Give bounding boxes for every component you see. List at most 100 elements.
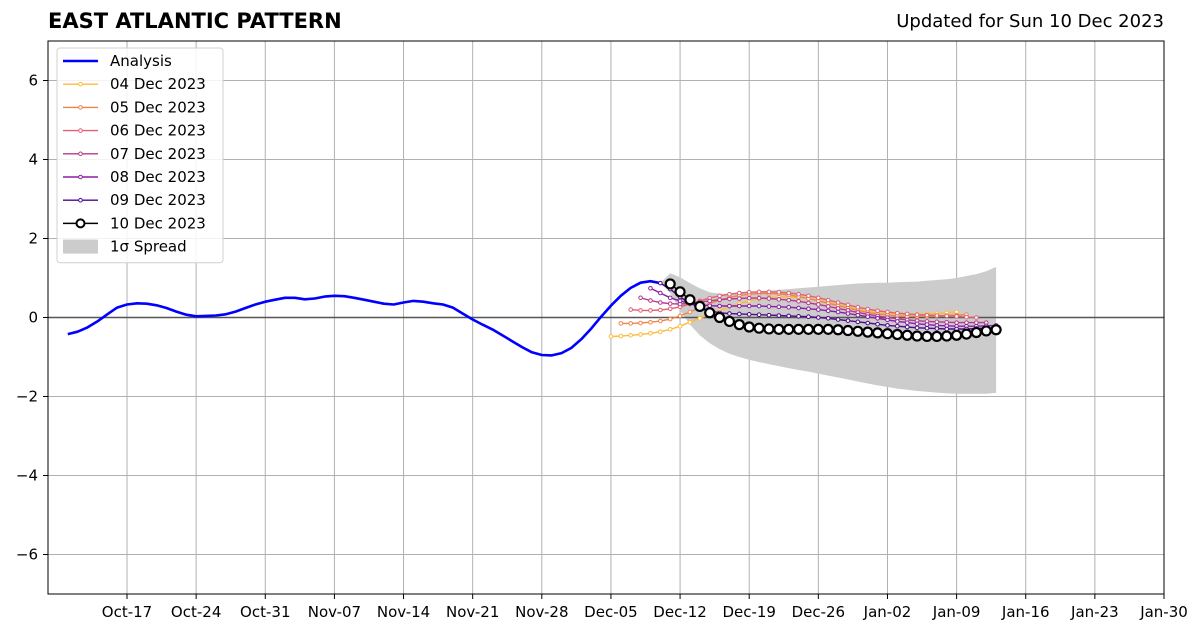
current-forecast-point [970,326,982,339]
forecast-point [885,323,890,328]
y-tick-label: −4 [16,467,38,485]
forecast-point [628,307,633,312]
forecast-point [924,312,930,318]
forecast-point [638,320,643,326]
forecast-point [816,307,821,312]
x-tick-label: Oct-24 [171,603,221,621]
axes: Oct-17 Oct-24 Oct-31 Nov-07 Nov-14 Nov-21 Nov-… [16,72,1188,622]
forecast-point [766,304,772,309]
current-forecast-point [684,294,696,306]
forecast-point [806,306,811,312]
current-forecast-point [704,307,716,319]
legend-label: 07 Dec 2023 [110,145,206,163]
forecast-point [746,303,752,309]
current-forecast-point [871,327,884,339]
current-forecast-point [911,330,923,342]
current-forecast-point [733,319,745,331]
forecast-point [865,314,871,320]
forecast-point [875,315,880,321]
forecast-point [658,290,663,296]
forecast-point [855,312,861,318]
forecast-point [776,289,782,295]
forecast-point [707,303,712,308]
forecast-point [618,321,624,326]
y-tick-label: −2 [16,388,38,406]
current-forecast-point [852,325,864,337]
forecast-point [954,314,959,319]
forecast-point [667,327,673,332]
forecast-point [875,321,880,327]
forecast-point [776,297,782,302]
legend-item: 07 Dec 2023 [63,145,206,163]
forecast-point [756,312,762,318]
current-forecast-point [694,300,706,313]
forecast-point [677,298,683,304]
forecast-point [796,314,801,319]
current-forecast-point [723,315,736,328]
forecast-point [914,321,920,327]
current-forecast-point [664,278,676,290]
forecast-point [786,313,792,319]
legend-item: 08 Dec 2023 [63,168,206,186]
x-tick-label: Dec-12 [653,603,707,621]
current-forecast-series [664,278,1002,343]
forecast-point [628,332,633,338]
forecast-point [638,308,643,313]
forecast-point [717,297,722,303]
forecast-point [628,321,633,326]
x-tick-label: Nov-07 [308,603,361,621]
current-forecast-point [822,323,834,335]
forecast-point [658,329,663,335]
current-forecast-point [980,325,992,337]
forecast-point [786,297,792,303]
current-forecast-point [792,323,805,335]
x-tick-label: Jan-30 [1139,603,1188,621]
forecast-point [658,307,663,313]
x-tick-label: Jan-16 [1001,603,1050,621]
forecast-point [855,304,861,310]
forecast-point [648,331,653,336]
forecast-point [717,303,722,309]
legend-item: 10 Dec 2023 [63,214,206,232]
forecast-point [766,289,772,295]
current-forecast-point [743,321,755,333]
x-tick-label: Nov-14 [377,603,430,621]
x-tick-label: Dec-05 [584,603,638,621]
analysis-series [67,279,661,357]
forecast-point [825,304,831,309]
forecast-series-2 [628,289,979,320]
forecast-point [677,313,683,319]
forecast-point [974,315,979,320]
forecast-point [835,317,841,322]
forecast-point [855,319,861,325]
forecast-point [677,323,683,329]
legend-item: 1σ Spread [63,238,187,256]
forecast-point [895,319,900,324]
legend-marker [78,197,83,203]
forecast-point [825,297,831,303]
forecast-point [648,285,653,291]
forecast-point [865,320,871,326]
current-forecast-point [753,322,765,334]
forecast-point [806,293,811,299]
forecast-point [608,334,614,339]
forecast-point [865,306,871,312]
legend-item: Analysis [63,52,172,70]
current-forecast-point [674,286,686,298]
y-tick-label: −6 [16,546,38,564]
forecast-point [756,289,762,295]
analysis-line [67,279,661,357]
forecast-point [796,305,801,311]
chart-subtitle: Updated for Sun 10 Dec 2023 [896,11,1164,32]
legend-label: 05 Dec 2023 [110,98,206,116]
current-forecast-point [901,329,913,341]
forecast-point [875,308,880,314]
forecast-point [776,304,782,310]
forecast-point [835,309,841,315]
y-tick-label: 4 [28,151,38,169]
forecast-point [697,315,703,321]
forecast-point [944,326,950,332]
forecast-point [658,280,663,286]
current-forecast-point [881,328,894,340]
legend-marker [78,81,83,87]
